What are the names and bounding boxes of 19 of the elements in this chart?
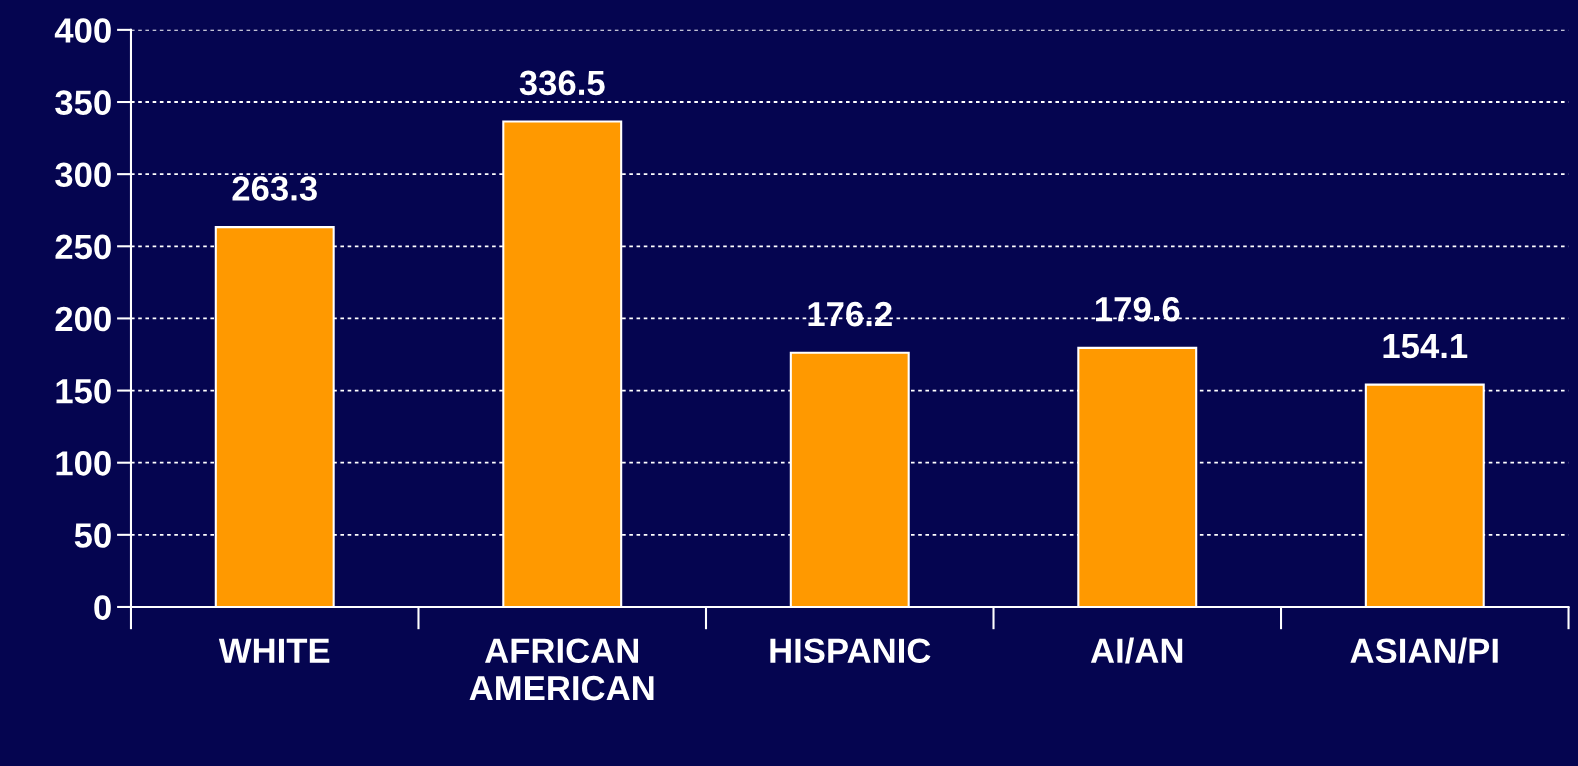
x-tick-label: ASIAN/PI xyxy=(1350,637,1498,664)
data-label: 263.3 xyxy=(232,176,317,201)
x-tick-label: AI/AN xyxy=(1090,637,1183,664)
y-tick-label: 400 xyxy=(54,18,111,43)
data-label: 179.6 xyxy=(1096,296,1180,322)
x-tick-label: AFRICAN AMERICAN xyxy=(469,638,654,701)
x-tick-label: HISPANIC xyxy=(770,638,931,664)
y-tick-label: 200 xyxy=(55,306,111,332)
y-tick-label: 0 xyxy=(94,595,111,620)
data-label: 154.1 xyxy=(1383,334,1468,359)
x-tick-label: WHITE xyxy=(218,638,330,663)
y-tick-label: 50 xyxy=(74,523,111,548)
y-tick-label: 100 xyxy=(56,451,111,476)
data-label: 336.5 xyxy=(519,70,605,96)
y-tick-label: 150 xyxy=(56,378,111,404)
y-tick-label: 350 xyxy=(55,90,111,115)
y-tick-label: 250 xyxy=(55,234,111,260)
y-tick-label: 300 xyxy=(55,162,111,188)
data-label: 176.2 xyxy=(808,301,892,327)
